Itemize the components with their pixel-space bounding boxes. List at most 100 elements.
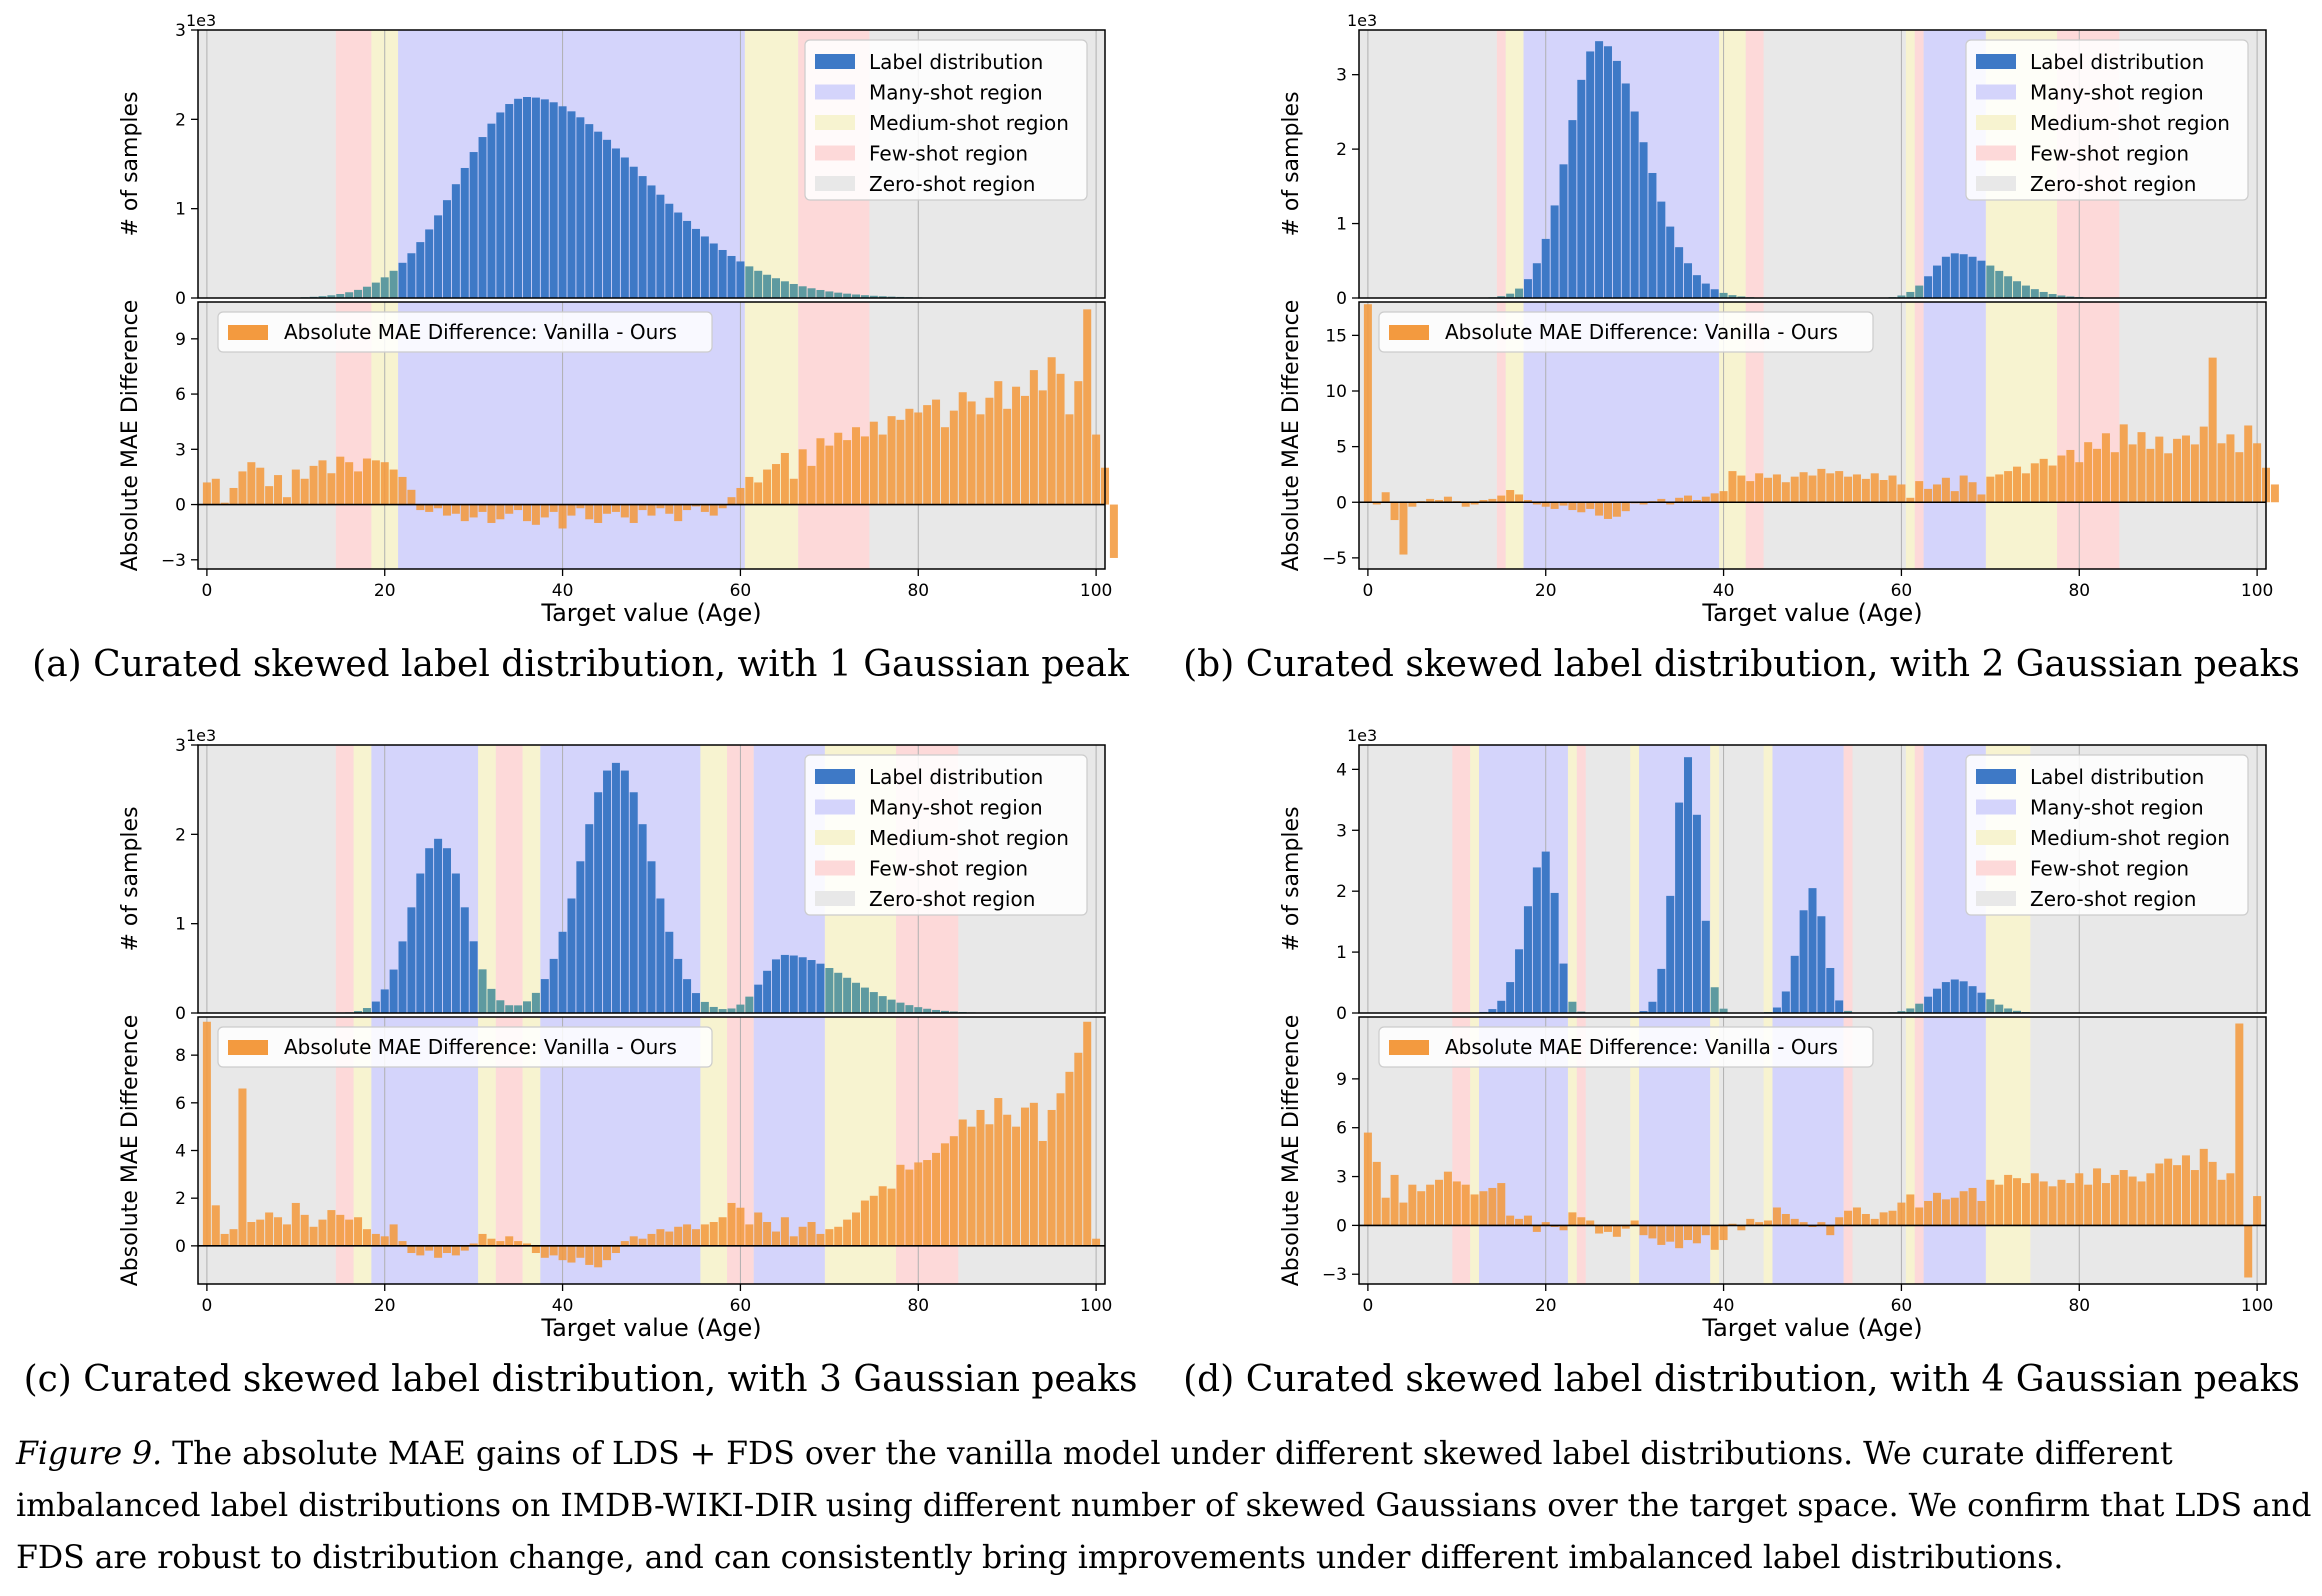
c-legend-swatch-4: [815, 891, 855, 906]
b-top-medium-shot-region-5: [1905, 30, 1915, 298]
a-dist-bar-35: [514, 98, 523, 298]
a-mae-bar-97: [1065, 414, 1074, 505]
b-mae-bar-13: [1479, 500, 1488, 503]
d-mae-bar-69: [1977, 1200, 1986, 1226]
c-dist-bar-77: [887, 999, 896, 1013]
b-mae-bar-98: [2235, 452, 2244, 503]
c-legend-label-4: Zero-shot region: [869, 887, 1035, 911]
b-dist-bar-60: [1897, 295, 1906, 298]
b-bot-ytick-label-1: 0: [1336, 493, 1347, 513]
a-legend-swatch-3: [815, 145, 855, 161]
b-mae-bar-25: [1586, 502, 1595, 509]
c-dist-bar-68: [807, 960, 816, 1013]
d-xtick-label-5: 100: [2241, 1296, 2273, 1316]
a-mae-bar-39: [549, 504, 558, 512]
d-mae-bar-24: [1577, 1217, 1586, 1226]
c-mae-bar-82: [932, 1152, 941, 1246]
d-dist-bar-46: [1772, 1007, 1781, 1013]
c-dist-bar-19: [371, 1001, 380, 1013]
c-dist-bar-70: [825, 968, 834, 1013]
a-dist-bar-15: [336, 294, 345, 298]
a-legend-label-3: Few-shot region: [869, 142, 1028, 166]
a-mae-bar-41: [567, 504, 576, 516]
c-dist-bar-40: [558, 931, 567, 1013]
d-mae-bar-87: [2137, 1181, 2146, 1226]
d-bottom-legend-label: Absolute MAE Difference: Vanilla - Ours: [1445, 1035, 1838, 1059]
d-mae-bar-61: [1906, 1194, 1915, 1226]
b-mae-bar-51: [1817, 468, 1826, 503]
c-dist-bar-47: [620, 770, 629, 1013]
a-dist-bar-24: [416, 242, 425, 298]
d-mae-bar-49: [1799, 1222, 1808, 1226]
d-top-medium-shot-region-8: [1763, 745, 1773, 1013]
a-mae-bar-11: [300, 478, 309, 505]
b-legend-swatch-1: [1976, 84, 2016, 100]
d-top-ytick-label-0: 0: [1336, 1004, 1347, 1024]
b-mae-bar-65: [1941, 477, 1950, 503]
b-mae-bar-67: [1959, 475, 1968, 503]
c-bot-medium-shot-region-3: [478, 1017, 496, 1284]
a-mae-bar-30: [469, 504, 478, 518]
c-mae-bar-76: [878, 1186, 887, 1246]
a-top-medium-shot-region-3: [744, 30, 799, 298]
c-mae-bar-53: [674, 1226, 683, 1246]
c-legend-label-2: Medium-shot region: [869, 826, 1069, 850]
chart-b: 0 1 2 3 1e3 # of samples Label distribution Man…: [1279, 11, 2279, 627]
d-mae-bar-12: [1470, 1194, 1479, 1226]
a-mae-bar-32: [487, 504, 496, 523]
b-mae-bar-0: [1363, 304, 1372, 503]
a-mae-bar-24: [416, 504, 425, 511]
a-mae-bar-92: [1020, 395, 1029, 505]
d-mae-bar-88: [2146, 1173, 2155, 1226]
d-mae-bar-60: [1897, 1202, 1906, 1226]
b-mae-bar-8: [1435, 500, 1444, 503]
d-mae-bar-7: [1426, 1184, 1435, 1226]
b-bot-ytick-label-2: 5: [1336, 438, 1347, 458]
c-top-ytick-label-1: 1: [175, 915, 186, 935]
b-dist-bar-20: [1541, 238, 1550, 298]
b-dist-bar-32: [1648, 172, 1657, 298]
b-dist-bar-31: [1639, 142, 1648, 298]
d-bot-medium-shot-region-11: [1905, 1017, 1915, 1284]
b-dist-bar-41: [1728, 295, 1737, 298]
c-mae-bar-64: [771, 1231, 780, 1246]
b-dist-bar-30: [1630, 111, 1639, 298]
b-mae-bar-56: [1861, 478, 1870, 503]
d-mae-bar-22: [1559, 1225, 1568, 1231]
b-mae-bar-61: [1906, 497, 1915, 503]
d-bot-few-shot-region-10: [1843, 1017, 1853, 1284]
c-xtick-label-1: 20: [374, 1296, 396, 1316]
a-mae-bar-81: [923, 405, 932, 505]
a-mae-bar-88: [985, 397, 994, 505]
b-mae-bar-49: [1799, 472, 1808, 503]
a-dist-bar-71: [834, 292, 843, 298]
c-mae-bar-43: [585, 1245, 594, 1265]
d-mae-bar-74: [2021, 1183, 2030, 1226]
c-mae-bar-51: [656, 1229, 665, 1246]
b-legend-swatch-2: [1976, 115, 2016, 130]
d-top-medium-shot-region-3: [1567, 745, 1577, 1013]
c-mae-bar-20: [380, 1236, 389, 1246]
b-dist-bar-77: [2048, 294, 2057, 298]
a-dist-bar-63: [763, 274, 772, 298]
b-dist-bar-66: [1950, 253, 1959, 298]
c-dist-bar-30: [469, 941, 478, 1013]
d-mae-bar-33: [1657, 1225, 1666, 1245]
d-mae-bar-13: [1479, 1191, 1488, 1226]
d-mae-bar-46: [1772, 1207, 1781, 1226]
d-mae-bar-52: [1826, 1225, 1835, 1236]
c-dist-bar-67: [798, 957, 807, 1013]
c-dist-bar-54: [683, 979, 692, 1013]
c-mae-bar-29: [460, 1245, 469, 1251]
d-dist-bar-53: [1835, 1000, 1844, 1013]
d-mae-bar-85: [2119, 1170, 2128, 1226]
b-mae-bar-69: [1977, 494, 1986, 503]
c-mae-bar-59: [727, 1202, 736, 1246]
d-bot-few-shot-region-4: [1576, 1017, 1586, 1284]
c-dist-bar-66: [789, 955, 798, 1013]
c-dist-bar-28: [451, 873, 460, 1013]
a-legend-swatch-1: [815, 84, 855, 100]
b-dist-bar-64: [1932, 265, 1941, 298]
c-mae-bar-39: [549, 1245, 558, 1256]
a-top-axes: [197, 29, 1106, 299]
